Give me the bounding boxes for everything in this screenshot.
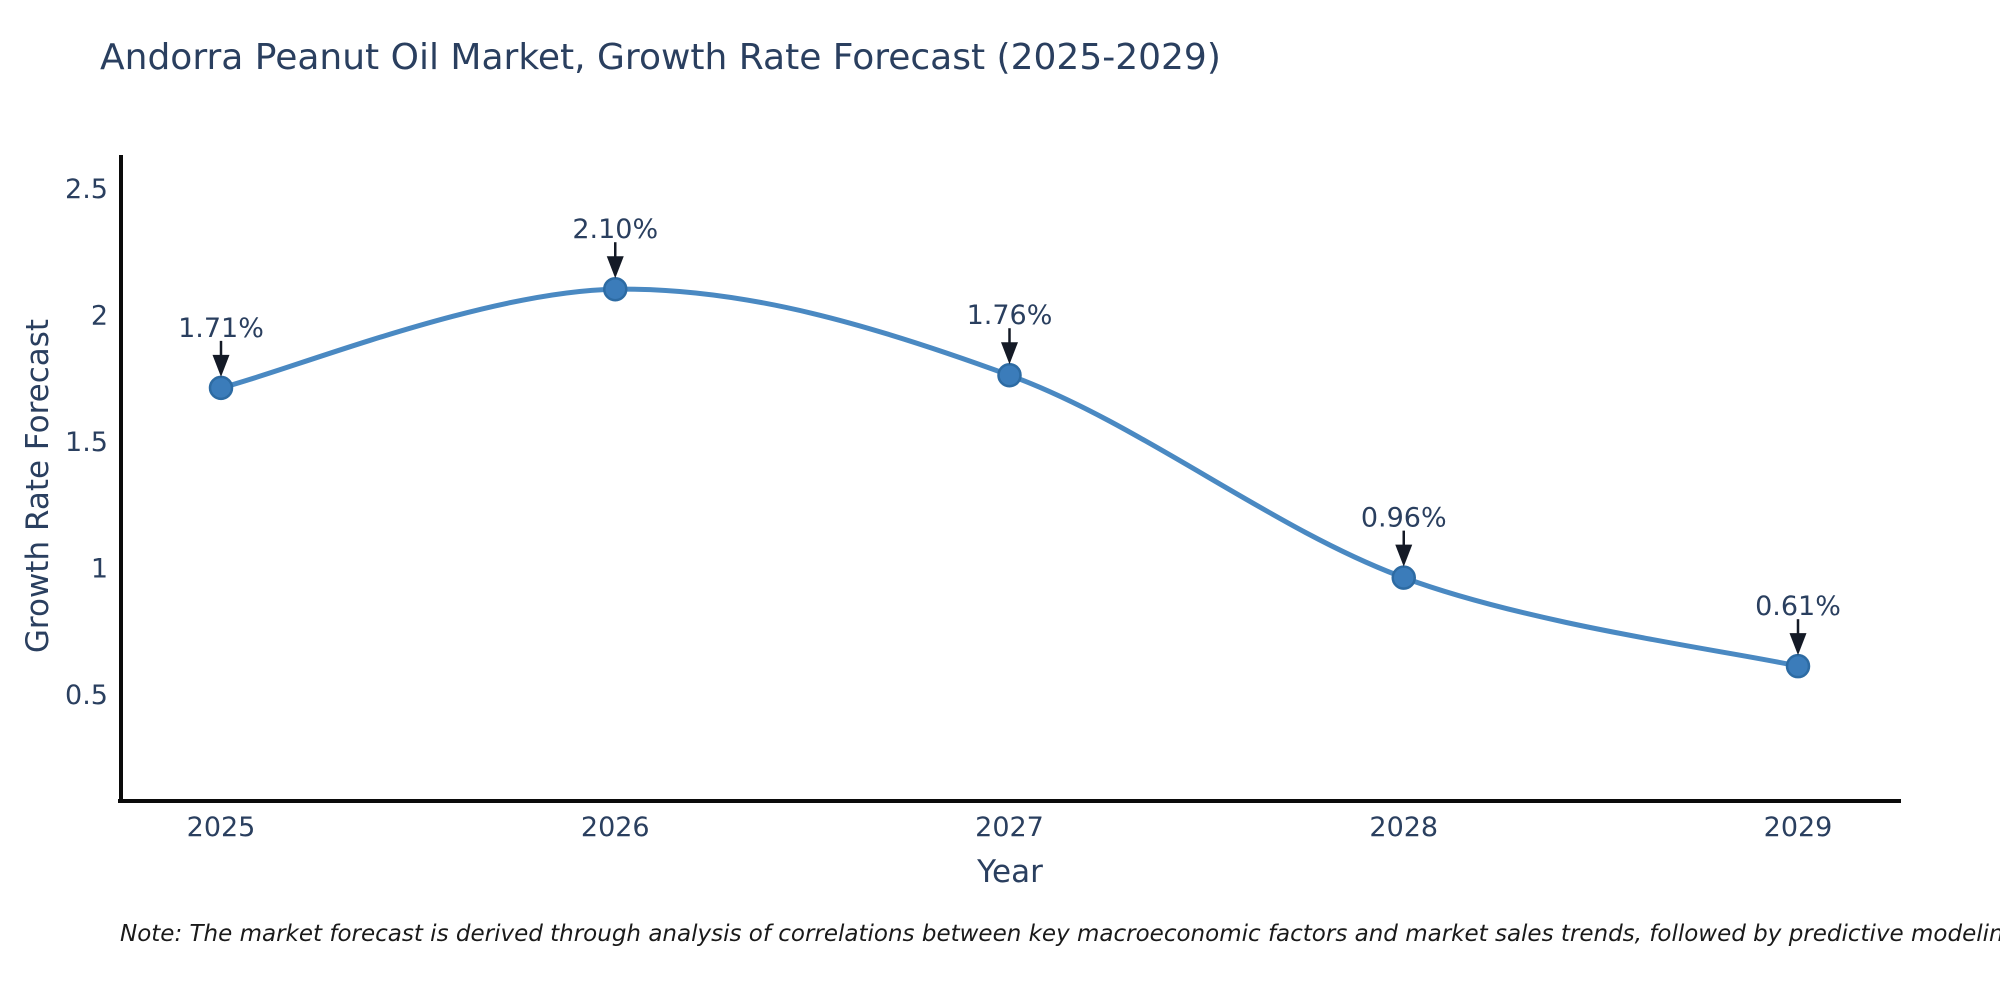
annotation-arrow-head xyxy=(1789,633,1807,656)
data-point-marker[interactable] xyxy=(603,276,628,302)
x-tick-label: 2026 xyxy=(581,812,650,843)
annotation-label: 2.10% xyxy=(572,214,658,245)
annotation-label: 0.61% xyxy=(1755,591,1841,622)
annotation-label: 1.71% xyxy=(178,313,264,344)
x-tick-label: 2027 xyxy=(975,812,1044,843)
annotation-arrow-head xyxy=(212,354,230,377)
x-axis-title: Year xyxy=(977,854,1043,890)
annotation-arrow-head xyxy=(1395,544,1413,567)
data-point-marker[interactable] xyxy=(997,362,1022,388)
data-point-marker[interactable] xyxy=(1785,653,1811,679)
x-tick-label: 2025 xyxy=(187,812,256,843)
y-tick-label: 0.5 xyxy=(65,680,108,711)
data-point-marker[interactable] xyxy=(1391,565,1416,590)
annotation-arrow-head xyxy=(1001,342,1018,365)
y-tick-label: 2.5 xyxy=(65,174,108,205)
y-tick-label: 1 xyxy=(91,554,108,585)
annotation-arrow-head xyxy=(606,256,624,279)
y-tick-label: 1.5 xyxy=(65,427,108,458)
x-tick-label: 2028 xyxy=(1369,812,1438,843)
data-point-marker[interactable] xyxy=(208,375,234,401)
x-tick-label: 2029 xyxy=(1764,812,1833,843)
annotation-label: 1.76% xyxy=(967,300,1053,331)
footnote: Note: The market forecast is derived thr… xyxy=(120,921,2000,947)
chart-title: Andorra Peanut Oil Market, Growth Rate F… xyxy=(100,37,1221,78)
annotation-label: 0.96% xyxy=(1361,503,1447,534)
y-tick-label: 2 xyxy=(91,301,108,332)
